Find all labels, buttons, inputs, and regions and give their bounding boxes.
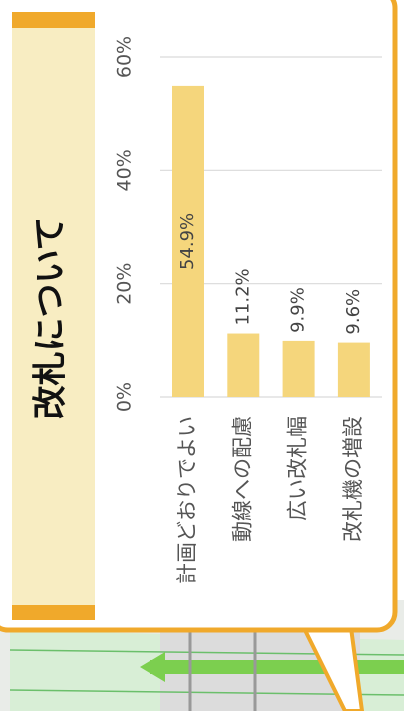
strip-cap: [12, 12, 95, 28]
y-tick-label: 40%: [114, 149, 136, 191]
bar: [227, 333, 260, 397]
value-label: 11.2%: [232, 268, 253, 325]
value-label: 9.9%: [288, 287, 309, 333]
y-tick-label: 20%: [114, 263, 136, 305]
value-label: 54.9%: [177, 213, 198, 270]
y-tick-label: 0%: [114, 382, 136, 412]
strip-cap: [12, 605, 95, 620]
value-label: 9.6%: [343, 289, 364, 335]
title-strip: [12, 12, 95, 620]
bar: [337, 342, 370, 397]
chart-title: 改札について: [31, 217, 71, 420]
y-tick-label: 60%: [114, 36, 136, 78]
x-tick-label: 広い改札幅: [286, 416, 310, 521]
bar: [282, 340, 315, 397]
x-tick-label: 計画どおりでよい: [175, 416, 199, 584]
x-tick-label: 動線への配慮: [230, 416, 254, 542]
x-tick-label: 改札機の増設: [341, 416, 365, 542]
bar: [172, 85, 204, 398]
